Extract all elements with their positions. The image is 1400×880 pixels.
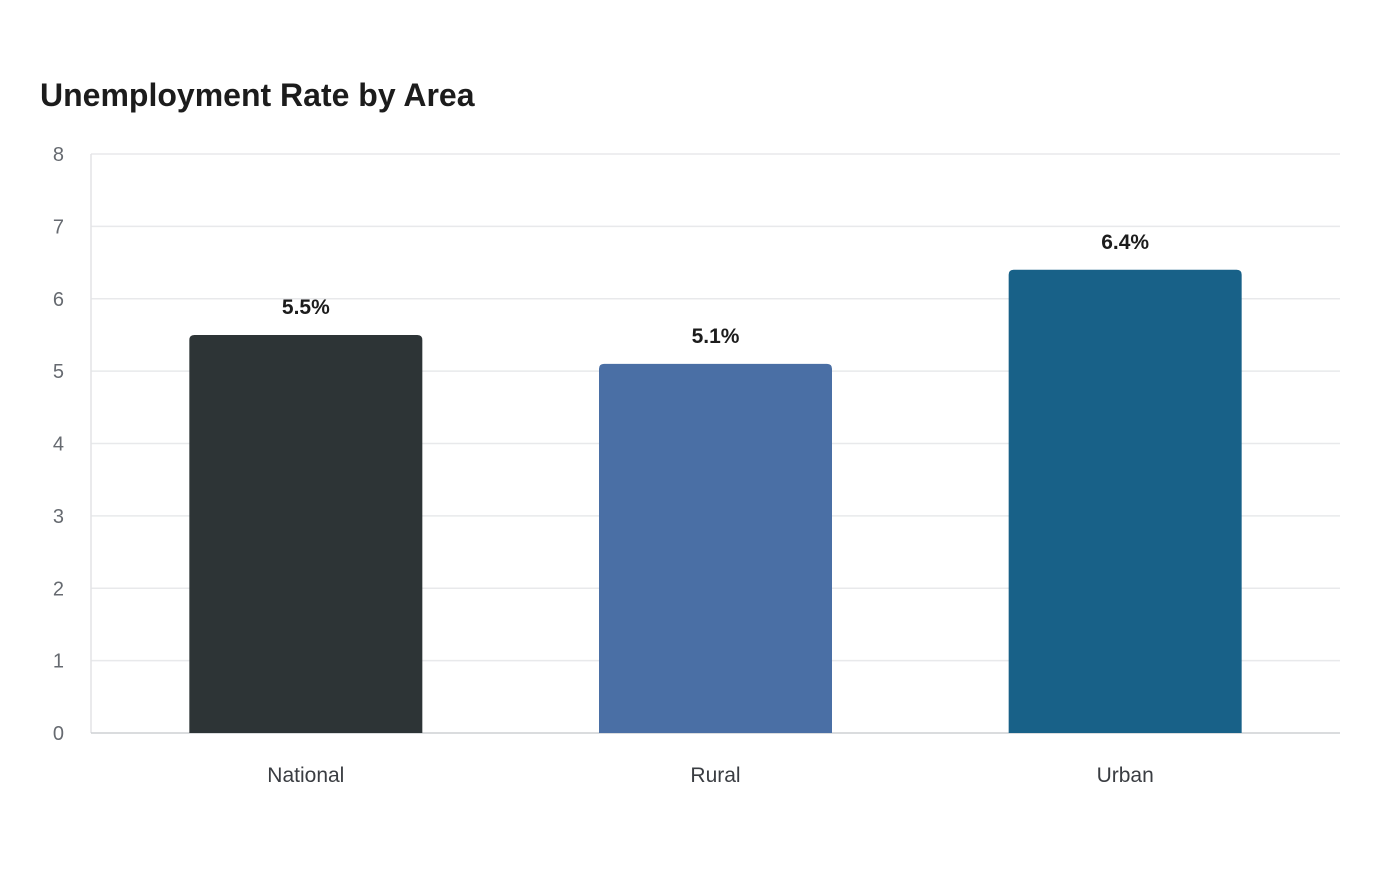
value-label-urban: 6.4% [1101, 231, 1149, 254]
y-tick-label: 3 [53, 506, 64, 528]
bar-rural [599, 363, 832, 733]
y-tick-label: 1 [53, 651, 64, 673]
x-tick-label-rural: Rural [690, 764, 740, 787]
y-axis-ticks: 0 1 2 3 4 5 6 7 8 [53, 144, 64, 745]
x-tick-label-national: National [267, 764, 344, 787]
value-label-national: 5.5% [282, 296, 330, 319]
y-tick-label: 8 [53, 144, 64, 166]
y-tick-label: 6 [53, 289, 64, 311]
y-tick-label: 5 [53, 361, 64, 383]
value-labels: 5.5% 5.1% 6.4% [282, 231, 1150, 348]
bars [189, 269, 1242, 733]
y-tick-label: 0 [53, 723, 64, 745]
y-tick-label: 7 [53, 216, 64, 238]
bar-urban [1008, 269, 1242, 733]
chart-title: Unemployment Rate by Area [40, 77, 475, 113]
y-tick-label: 2 [53, 578, 64, 600]
value-label-rural: 5.1% [692, 325, 740, 348]
x-axis-labels: National Rural Urban [267, 764, 1153, 787]
bar-national [189, 334, 423, 733]
y-tick-label: 4 [53, 434, 64, 456]
x-tick-label-urban: Urban [1097, 764, 1154, 787]
